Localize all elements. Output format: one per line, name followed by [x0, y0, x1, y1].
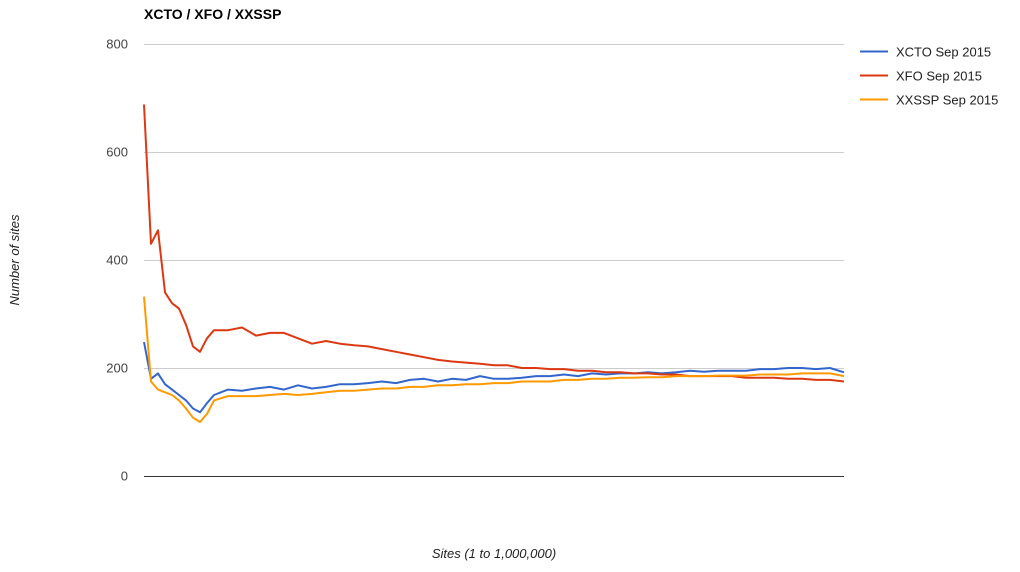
- series-line-xfo: [143, 104, 845, 383]
- series-line-xxssp: [143, 296, 845, 423]
- y-axis-label: Number of sites: [7, 214, 22, 306]
- y-tick-label-800: 800: [106, 37, 128, 52]
- y-tick-label-400: 400: [106, 253, 128, 268]
- gridlines: [144, 44, 844, 369]
- legend-label-xxssp: XXSSP Sep 2015: [896, 93, 998, 108]
- series-line-xcto: [143, 341, 845, 414]
- y-tick-label-0: 0: [121, 469, 128, 484]
- legend: XCTO Sep 2015 XFO Sep 2015 XXSSP Sep 2015: [860, 45, 998, 108]
- y-tick-label-600: 600: [106, 145, 128, 160]
- y-tick-label-200: 200: [106, 361, 128, 376]
- y-axis-ticks: 0 200 400 600 800: [106, 37, 128, 484]
- legend-label-xfo: XFO Sep 2015: [896, 69, 982, 84]
- series-lines: [143, 104, 845, 423]
- x-axis-label: Sites (1 to 1,000,000): [432, 546, 556, 561]
- chart-title: XCTO / XFO / XXSSP: [144, 6, 281, 22]
- legend-label-xcto: XCTO Sep 2015: [896, 45, 991, 60]
